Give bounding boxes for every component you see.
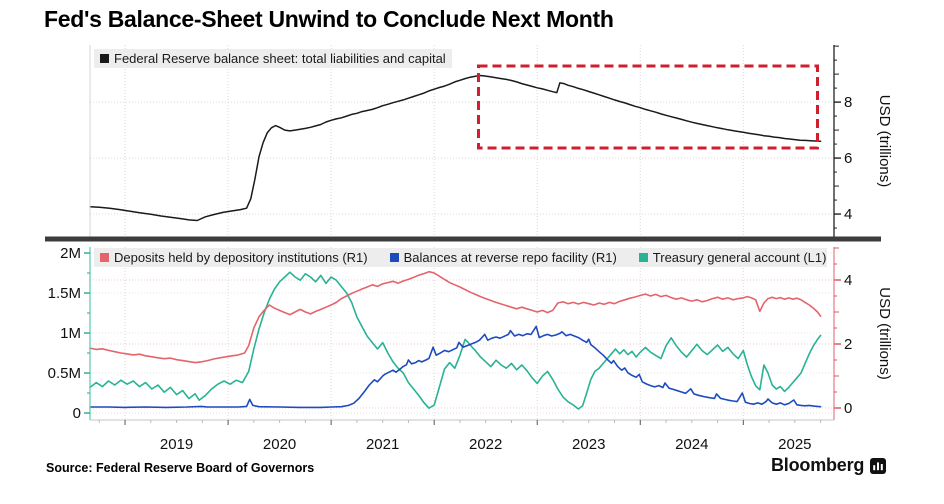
axis-year-label: 2022 [469,436,502,453]
axis-tick-label: 1.5M [48,285,81,302]
axis-year-label: 2024 [675,436,708,453]
axis-year-label: 2019 [160,436,193,453]
legend-swatch-blue [389,253,399,262]
axis-tick-label: 0.5M [48,365,81,382]
legend-label: Treasury general account (L1) [652,250,827,265]
legend-top: Federal Reserve balance sheet: total lia… [94,49,452,68]
series-deposits-line [89,270,822,364]
axis-tick-label: 8 [844,94,852,111]
legend-item-tga: Treasury general account (L1) [638,250,827,265]
axis-year-label: 2021 [366,436,399,453]
axis-tick-label: 4 [844,272,852,289]
axis-tick-label: 0 [73,405,81,422]
axis-year-label: 2023 [572,436,605,453]
bloomberg-terminal-icon [870,457,887,474]
axis-year-label: 2025 [778,436,811,453]
panel-separator [45,236,881,242]
legend-item-balance-sheet: Federal Reserve balance sheet: total lia… [100,51,446,66]
legend-item-reverse-repo: Balances at reverse repo facility (R1) [389,250,617,265]
axis-tick-label: 1M [60,325,81,342]
axis-tick-label: 2 [844,336,852,353]
axis-tick-label: 2M [60,245,81,262]
legend-bottom: Deposits held by depository institutions… [94,248,827,267]
axis-year-label: 2020 [263,436,296,453]
series-treasury-general-account-line [89,271,822,410]
axis-title-bottom: USD (trillions) [876,287,893,380]
page-title: Fed's Balance-Sheet Unwind to Conclude N… [44,6,614,32]
highlight-box [476,64,820,150]
series-balance-sheet-line [89,74,822,222]
legend-label: Balances at reverse repo facility (R1) [403,250,617,265]
series-reverse-repo-line [89,325,822,409]
bloomberg-wordmark: Bloomberg [771,455,865,475]
bloomberg-logo: Bloomberg [771,455,887,476]
legend-label: Deposits held by depository institutions… [114,250,368,265]
source-note: Source: Federal Reserve Board of Governo… [46,461,315,475]
axis-title-top: USD (trillions) [876,95,893,188]
axis-tick-label: 6 [844,150,852,167]
legend-swatch-teal [638,253,648,262]
axis-tick-label: 0 [844,400,852,417]
legend-swatch-black [100,54,109,63]
legend-swatch-red [100,253,109,262]
axis-tick-label: 4 [844,206,852,223]
legend-label: Federal Reserve balance sheet: total lia… [114,51,446,66]
legend-item-deposits: Deposits held by depository institutions… [100,250,368,265]
